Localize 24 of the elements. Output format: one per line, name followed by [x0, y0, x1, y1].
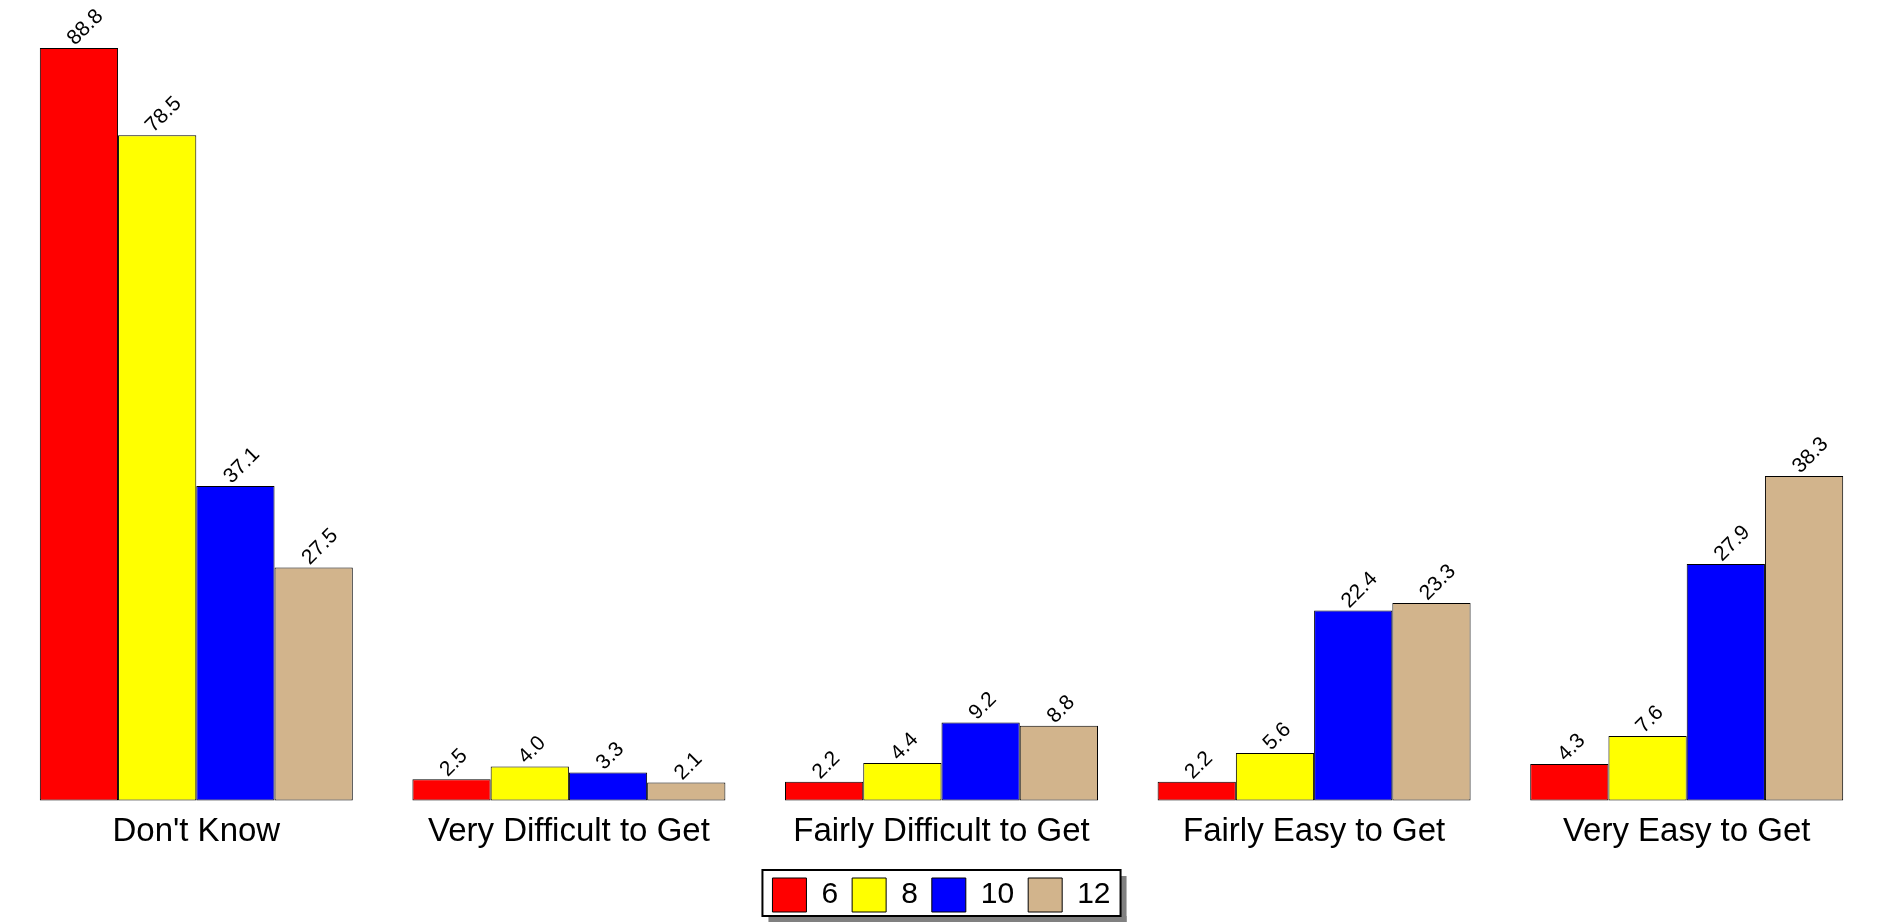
data-label: 3.3 [590, 736, 628, 774]
x-tick-label: Don't Know [112, 811, 281, 849]
data-label: 4.0 [512, 730, 550, 768]
data-label: 37.1 [218, 441, 264, 487]
x-tick-label: Fairly Easy to Get [1182, 811, 1446, 849]
data-label: 2.2 [1179, 745, 1217, 783]
legend-label: 12 [1077, 876, 1111, 910]
data-label: 2.2 [806, 745, 844, 783]
data-label: 88.8 [61, 3, 107, 49]
data-label: 4.3 [1551, 727, 1589, 765]
data-label: 7.6 [1630, 700, 1668, 737]
x-tick-label: Fairly Difficult to Get [793, 811, 1090, 849]
data-label: 38.3 [1786, 431, 1832, 477]
legend-label: 10 [980, 876, 1015, 910]
legend-label: 6 [821, 876, 839, 910]
data-label: 2.5 [434, 743, 472, 781]
x-tick-label: Very Difficult to Get [427, 811, 710, 849]
data-label: 4.4 [885, 726, 923, 765]
x-tick-label: Very Easy to Get [1562, 811, 1811, 849]
data-label: 2.1 [668, 746, 706, 784]
data-label: 5.6 [1257, 716, 1295, 754]
data-label: 8.8 [1041, 689, 1079, 727]
data-label: 9.2 [963, 686, 1001, 724]
legend-label: 8 [901, 876, 918, 910]
